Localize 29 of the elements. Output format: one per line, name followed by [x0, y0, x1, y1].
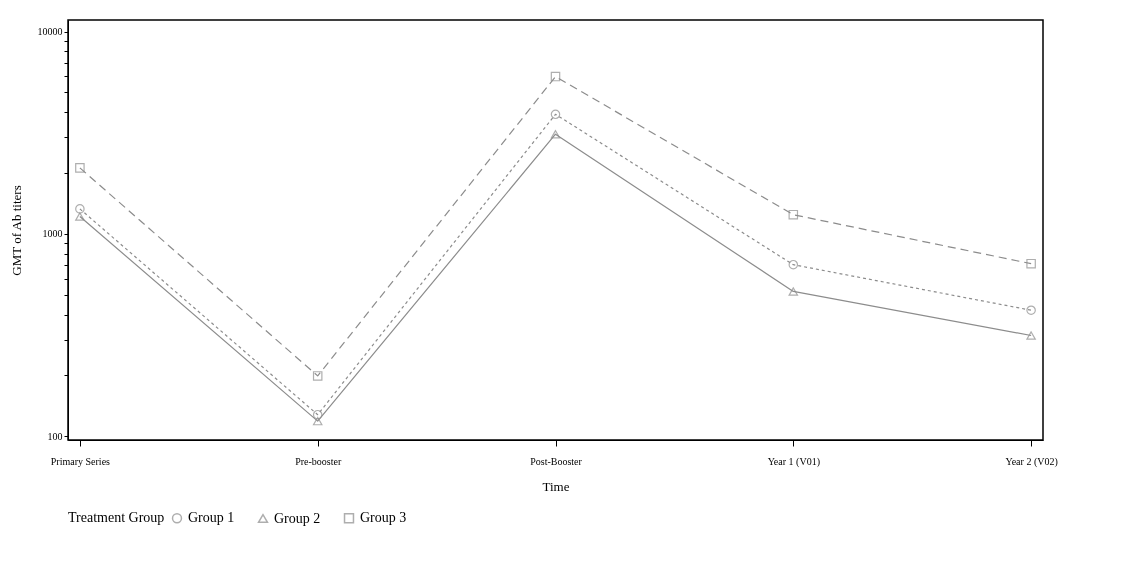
legend-label: Group 2 — [274, 510, 321, 526]
x-tick-label: Year 1 (V01) — [767, 455, 820, 468]
y-axis-title: GMT of Ab titers — [8, 185, 24, 276]
legend-label: Group 3 — [360, 510, 407, 526]
point — [1026, 305, 1036, 316]
legend-label: Group 1 — [188, 510, 235, 526]
x-tick-label: Pre-booster — [295, 455, 342, 467]
point — [75, 212, 85, 221]
x-tick-label: Primary Series — [50, 455, 111, 467]
point — [1026, 331, 1036, 340]
legend-title: Treatment Group — [68, 510, 165, 525]
point — [788, 259, 799, 270]
x-tick-label: Year 2 (V02) — [1005, 455, 1058, 468]
point — [1026, 258, 1036, 269]
point — [312, 409, 323, 420]
x-axis-title: Time — [542, 478, 570, 494]
point — [75, 204, 85, 214]
point — [312, 371, 323, 381]
y-tick-label: 100 — [47, 430, 63, 442]
point — [788, 287, 799, 296]
y-tick-label: 10000 — [37, 26, 63, 38]
point — [788, 209, 799, 220]
point — [550, 71, 561, 82]
y-tick-label: 1000 — [42, 228, 63, 240]
x-tick-label: Post-Booster — [530, 455, 583, 467]
point — [312, 416, 323, 426]
point — [550, 129, 561, 139]
point — [75, 163, 85, 173]
point — [550, 109, 561, 120]
